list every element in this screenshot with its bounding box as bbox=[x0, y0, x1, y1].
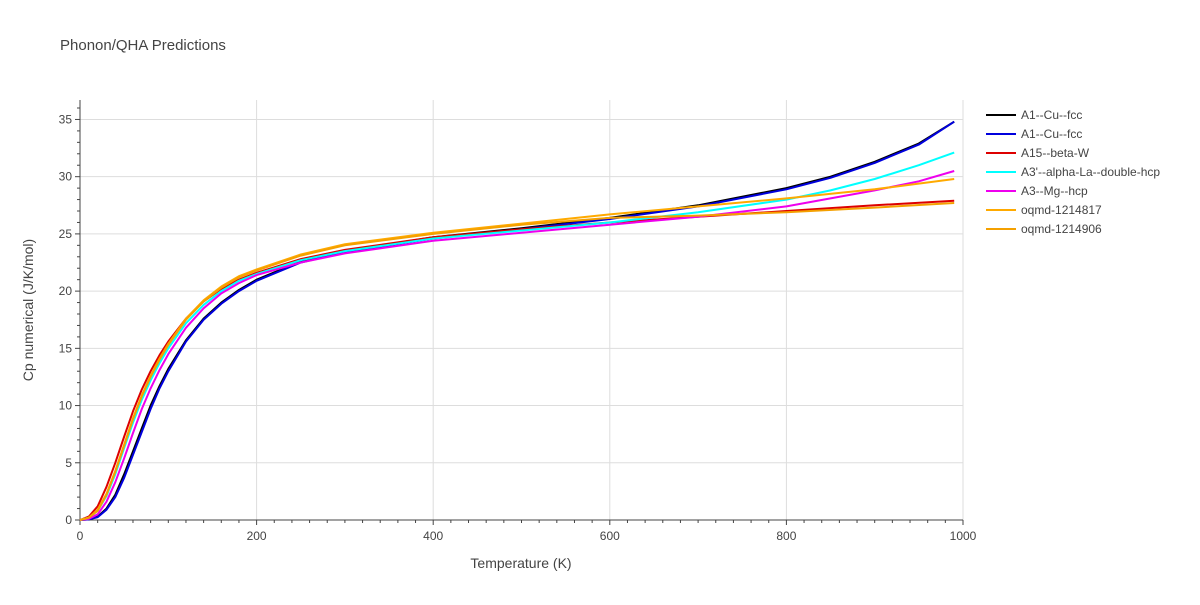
legend-label[interactable]: A3--Mg--hcp bbox=[1021, 184, 1088, 198]
y-ticks: 0 5 10 15 20 25 30 35 bbox=[59, 107, 80, 527]
legend-label[interactable]: A1--Cu--fcc bbox=[1021, 127, 1082, 141]
legend: A1--Cu--fcc A1--Cu--fcc A15--beta-W A3'--al… bbox=[986, 108, 1160, 236]
series-line-3 bbox=[79, 199, 955, 521]
y-tick-label: 5 bbox=[65, 456, 72, 470]
y-tick-label: 30 bbox=[59, 170, 73, 184]
y-tick-label: 25 bbox=[59, 227, 73, 241]
series-layer bbox=[79, 120, 955, 521]
x-tick-label: 600 bbox=[600, 529, 620, 543]
x-ticks: 0 200 400 600 800 1000 bbox=[77, 520, 977, 543]
legend-label[interactable]: A3'--alpha-La--double-hcp bbox=[1021, 165, 1160, 179]
x-axis-title: Temperature (K) bbox=[470, 555, 571, 571]
legend-label[interactable]: A1--Cu--fcc bbox=[1021, 108, 1082, 122]
y-tick-label: 0 bbox=[65, 513, 72, 527]
legend-label[interactable]: A15--beta-W bbox=[1021, 146, 1090, 160]
y-axis-title: Cp numerical (J/K/mol) bbox=[20, 239, 36, 381]
x-tick-label: 400 bbox=[423, 529, 443, 543]
legend-label[interactable]: oqmd-1214817 bbox=[1021, 203, 1102, 217]
y-tick-label: 15 bbox=[59, 341, 73, 355]
x-tick-label: 1000 bbox=[950, 529, 977, 543]
y-tick-label: 35 bbox=[59, 112, 73, 126]
x-tick-label: 800 bbox=[776, 529, 796, 543]
y-tick-label: 10 bbox=[59, 399, 73, 413]
y-tick-label: 20 bbox=[59, 284, 73, 298]
x-tick-label: 0 bbox=[77, 529, 84, 543]
series-line-2 bbox=[79, 120, 955, 521]
series-line-7 bbox=[79, 202, 955, 521]
x-tick-label: 200 bbox=[247, 529, 267, 543]
series-line-1 bbox=[79, 120, 955, 521]
chart-title: Phonon/QHA Predictions bbox=[60, 37, 226, 54]
legend-label[interactable]: oqmd-1214906 bbox=[1021, 222, 1102, 236]
grid bbox=[80, 100, 964, 520]
series-line-5 bbox=[79, 170, 955, 521]
